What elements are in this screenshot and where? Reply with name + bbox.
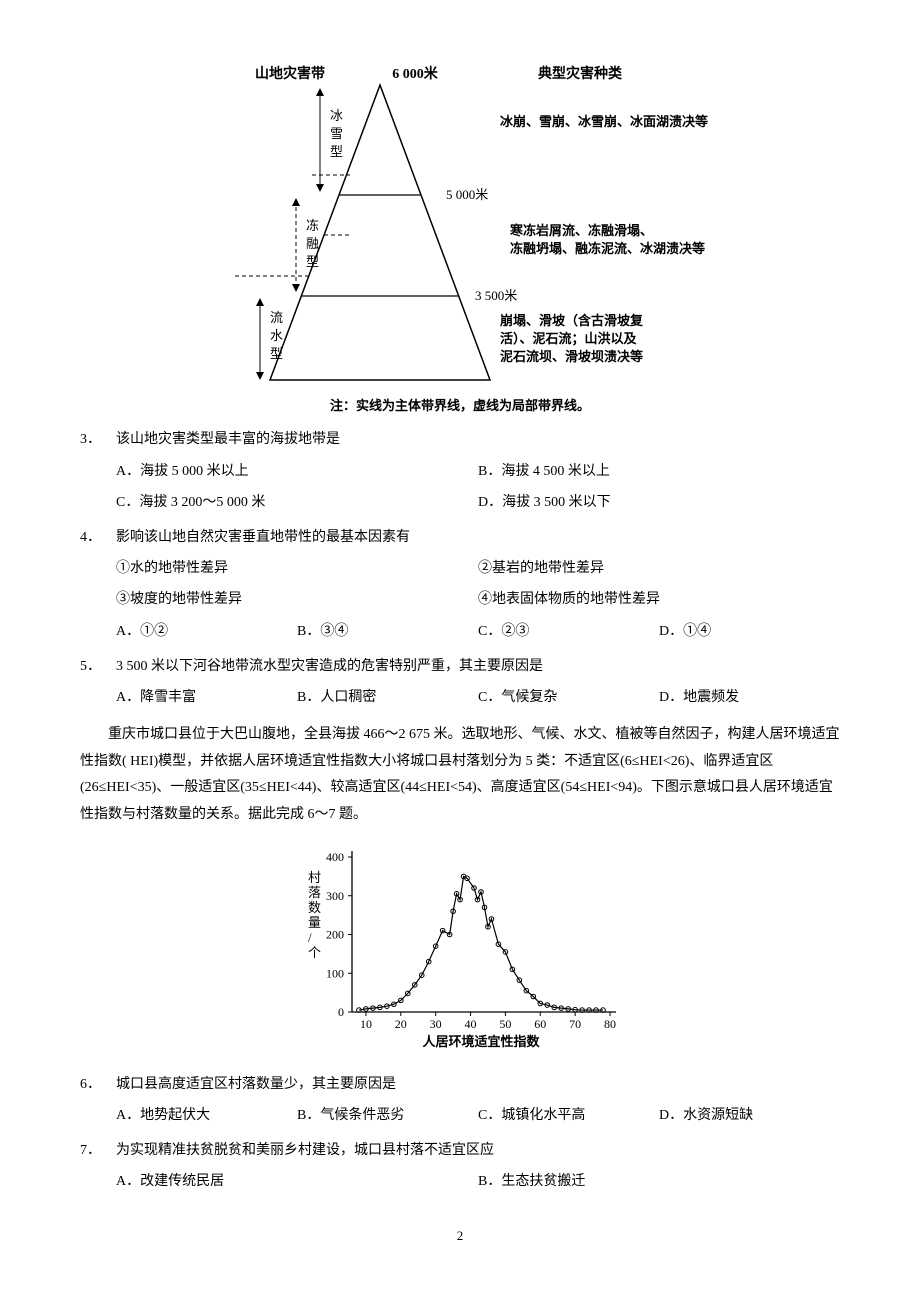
q5-opt-b: B．人口稠密 xyxy=(297,685,478,710)
svg-text:20: 20 xyxy=(395,1017,407,1031)
q6-opt-a: A．地势起伏大 xyxy=(116,1103,297,1128)
desc1: 冰崩、雪崩、冰雪崩、冰面湖溃决等 xyxy=(500,114,708,129)
svg-text:冰: 冰 xyxy=(330,108,343,123)
svg-text:村: 村 xyxy=(308,870,321,885)
svg-text:水: 水 xyxy=(270,328,283,343)
question-5: 5． 3 500 米以下河谷地带流水型灾害造成的危害特别严重，其主要原因是 A．… xyxy=(80,654,840,710)
q6-opt-d: D．水资源短缺 xyxy=(659,1103,840,1128)
svg-text:雪: 雪 xyxy=(330,126,343,141)
hei-chart-svg: 0 100 200 300 400 10 20 30 40 50 60 70 80 村落数量/个人居环境适… xyxy=(290,842,630,1052)
page-number: 2 xyxy=(80,1224,840,1247)
q3-num: 3． xyxy=(80,427,116,515)
svg-text:个: 个 xyxy=(308,945,321,960)
q3-opt-a: A．海拔 5 000 米以上 xyxy=(116,459,478,484)
q4-sub3: ③坡度的地带性差异 xyxy=(116,587,478,612)
hei-village-chart: 0 100 200 300 400 10 20 30 40 50 60 70 80 村落数量/个人居环境适… xyxy=(290,842,630,1061)
q4-opt-a: A．①② xyxy=(116,619,297,644)
q3-opt-b: B．海拔 4 500 米以上 xyxy=(478,459,840,484)
svg-text:70: 70 xyxy=(569,1017,581,1031)
svg-text:/: / xyxy=(308,930,312,945)
q4-opt-c: C．②③ xyxy=(478,619,659,644)
svg-text:数: 数 xyxy=(308,900,321,915)
q6-num: 6． xyxy=(80,1072,116,1128)
svg-text:人居环境适宜性指数: 人居环境适宜性指数 xyxy=(422,1034,540,1049)
q5-opt-d: D．地震频发 xyxy=(659,685,840,710)
q3-opt-c: C．海拔 3 200～5 000 米 xyxy=(116,490,478,515)
peak-label: 6 000米 xyxy=(392,65,439,82)
svg-text:50: 50 xyxy=(499,1017,511,1031)
q4-opt-b: B．③④ xyxy=(297,619,478,644)
svg-text:冻: 冻 xyxy=(306,218,319,233)
label-3500: 3 500米 xyxy=(475,288,517,303)
q7-num: 7． xyxy=(80,1138,116,1194)
svg-text:型: 型 xyxy=(270,346,283,361)
q4-sub1: ①水的地带性差异 xyxy=(116,556,478,581)
q6-opt-c: C．城镇化水平高 xyxy=(478,1103,659,1128)
svg-text:融: 融 xyxy=(306,236,319,251)
q4-stem: 影响该山地自然灾害垂直地带性的最基本因素有 xyxy=(116,525,840,550)
question-7: 7． 为实现精准扶贫脱贫和美丽乡村建设，城口县村落不适宜区应 A．改建传统民居 … xyxy=(80,1138,840,1194)
svg-text:30: 30 xyxy=(430,1017,442,1031)
q3-opt-d: D．海拔 3 500 米以下 xyxy=(478,490,840,515)
q6-opt-b: B．气候条件恶劣 xyxy=(297,1103,478,1128)
q4-sub4: ④地表固体物质的地带性差异 xyxy=(478,587,840,612)
svg-text:活）、泥石流；山洪以及: 活）、泥石流；山洪以及 xyxy=(500,331,638,347)
svg-text:200: 200 xyxy=(326,928,344,942)
q7-opt-a: A．改建传统民居 xyxy=(116,1169,478,1194)
mountain-hazard-diagram: 山地灾害带 6 000米 典型灾害种类 5 000米 3 500米 冰 雪 型 … xyxy=(200,60,720,417)
q5-num: 5． xyxy=(80,654,116,710)
svg-text:流: 流 xyxy=(270,310,283,325)
right-header: 典型灾害种类 xyxy=(538,65,623,82)
svg-text:0: 0 xyxy=(338,1005,344,1019)
svg-text:型: 型 xyxy=(306,254,319,269)
question-4: 4． 影响该山地自然灾害垂直地带性的最基本因素有 ①水的地带性差异 ②基岩的地带… xyxy=(80,525,840,644)
left-header: 山地灾害带 xyxy=(255,65,325,82)
svg-text:冻融坍塌、融冻泥流、冰湖溃决等: 冻融坍塌、融冻泥流、冰湖溃决等 xyxy=(510,241,705,256)
svg-text:10: 10 xyxy=(360,1017,372,1031)
svg-text:量: 量 xyxy=(308,915,321,930)
q4-num: 4． xyxy=(80,525,116,644)
mountain-triangle xyxy=(270,85,490,380)
q5-opt-c: C．气候复杂 xyxy=(478,685,659,710)
svg-text:泥石流坝、滑坡坝溃决等: 泥石流坝、滑坡坝溃决等 xyxy=(500,349,643,364)
label-5000: 5 000米 xyxy=(446,187,488,202)
svg-text:400: 400 xyxy=(326,850,344,864)
q5-stem: 3 500 米以下河谷地带流水型灾害造成的危害特别严重，其主要原因是 xyxy=(116,654,840,679)
svg-text:80: 80 xyxy=(604,1017,616,1031)
svg-text:300: 300 xyxy=(326,889,344,903)
q6-stem: 城口县高度适宜区村落数量少，其主要原因是 xyxy=(116,1072,840,1097)
svg-text:落: 落 xyxy=(308,885,321,900)
svg-text:崩塌、滑坡（含古滑坡复: 崩塌、滑坡（含古滑坡复 xyxy=(500,313,644,328)
q3-stem: 该山地灾害类型最丰富的海拔地带是 xyxy=(116,427,840,452)
q7-stem: 为实现精准扶贫脱贫和美丽乡村建设，城口县村落不适宜区应 xyxy=(116,1138,840,1163)
q5-opt-a: A．降雪丰富 xyxy=(116,685,297,710)
svg-text:寒冻岩屑流、冻融滑塌、: 寒冻岩屑流、冻融滑塌、 xyxy=(509,223,653,238)
question-3: 3． 该山地灾害类型最丰富的海拔地带是 A．海拔 5 000 米以上 B．海拔 … xyxy=(80,427,840,515)
q7-opt-b: B．生态扶贫搬迁 xyxy=(478,1169,840,1194)
q4-opt-d: D．①④ xyxy=(659,619,840,644)
q4-sub2: ②基岩的地带性差异 xyxy=(478,556,840,581)
question-6: 6． 城口县高度适宜区村落数量少，其主要原因是 A．地势起伏大 B．气候条件恶劣… xyxy=(80,1072,840,1128)
passage-hei: 重庆市城口县位于大巴山腹地，全县海拔 466～2 675 米。选取地形、气候、水… xyxy=(80,722,840,828)
svg-text:100: 100 xyxy=(326,967,344,981)
svg-text:型: 型 xyxy=(330,144,343,159)
svg-text:60: 60 xyxy=(534,1017,546,1031)
svg-text:40: 40 xyxy=(465,1017,477,1031)
triangle-diagram-svg: 山地灾害带 6 000米 典型灾害种类 5 000米 3 500米 冰 雪 型 … xyxy=(200,60,720,390)
diagram-note: 注：实线为主体带界线，虚线为局部带界线。 xyxy=(200,394,720,417)
